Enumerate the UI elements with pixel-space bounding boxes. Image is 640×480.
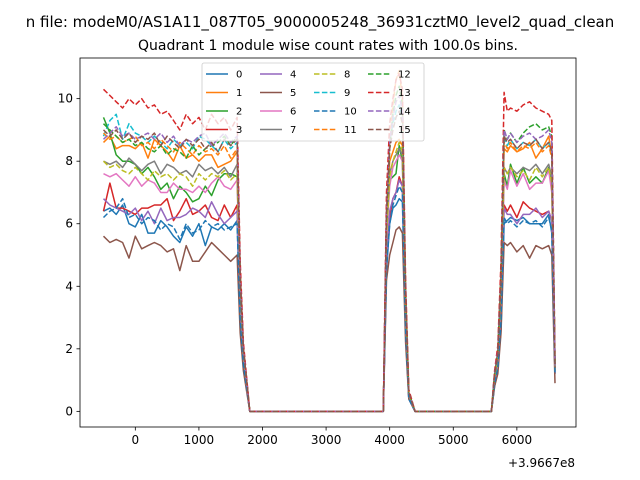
- legend-label-5: 5: [290, 88, 296, 99]
- figure-suptitle: n file: modeM0/AS1A11_087T05_9000005248_…: [26, 13, 615, 32]
- axes-frame: [79, 57, 577, 428]
- series-line-10: [102, 185, 556, 413]
- legend-label-14: 14: [398, 107, 411, 118]
- x-tick-label: 3000: [311, 433, 342, 447]
- y-tick-label: 6: [65, 217, 73, 231]
- y-tick-label: 0: [65, 404, 73, 418]
- x-axis-offset-label: +3.9667e8: [508, 456, 575, 470]
- legend-label-6: 6: [290, 107, 296, 118]
- y-tick-label: 2: [65, 342, 73, 356]
- series-line-7: [103, 147, 556, 413]
- series-line-8: [102, 141, 556, 413]
- y-tick-label: 10: [58, 92, 73, 106]
- legend-label-8: 8: [344, 70, 350, 81]
- series-line-14: [102, 94, 556, 413]
- legend-box: [201, 62, 425, 142]
- series-line-0: [103, 197, 556, 413]
- x-tick-label: 0: [132, 433, 140, 447]
- legend-label-1: 1: [236, 88, 242, 99]
- series-line-2: [102, 117, 556, 413]
- legend-label-0: 0: [236, 70, 242, 81]
- legend-label-9: 9: [344, 88, 350, 99]
- y-tick-label: 8: [65, 154, 73, 168]
- x-tick-label: 1000: [184, 433, 215, 447]
- legend-label-11: 11: [344, 125, 357, 136]
- legend-label-3: 3: [236, 125, 242, 136]
- legend-label-15: 15: [398, 125, 411, 136]
- plot-area: [79, 57, 577, 428]
- axis-ticks: 0 1000 2000 3000 4000 5000 6000 0 2 4 6 8 10: [58, 92, 532, 447]
- legend-label-7: 7: [290, 125, 296, 136]
- series-line-5: [102, 226, 556, 413]
- legend-label-12: 12: [398, 70, 411, 81]
- x-tick-label: 6000: [502, 433, 533, 447]
- legend-label-2: 2: [236, 107, 242, 118]
- series-line-15: [102, 110, 556, 413]
- legend-label-4: 4: [290, 70, 296, 81]
- plot-title: Quadrant 1 module wise count rates with …: [138, 38, 518, 54]
- legend-label-13: 13: [398, 88, 411, 99]
- series-line-3: [102, 176, 556, 413]
- legend-label-10: 10: [344, 107, 357, 118]
- x-tick-label: 5000: [438, 433, 469, 447]
- y-tick-label: 4: [65, 279, 73, 293]
- x-tick-label: 2000: [247, 433, 278, 447]
- x-tick-label: 4000: [374, 433, 405, 447]
- series-line-11: [102, 69, 556, 413]
- series-line-13: [102, 72, 556, 413]
